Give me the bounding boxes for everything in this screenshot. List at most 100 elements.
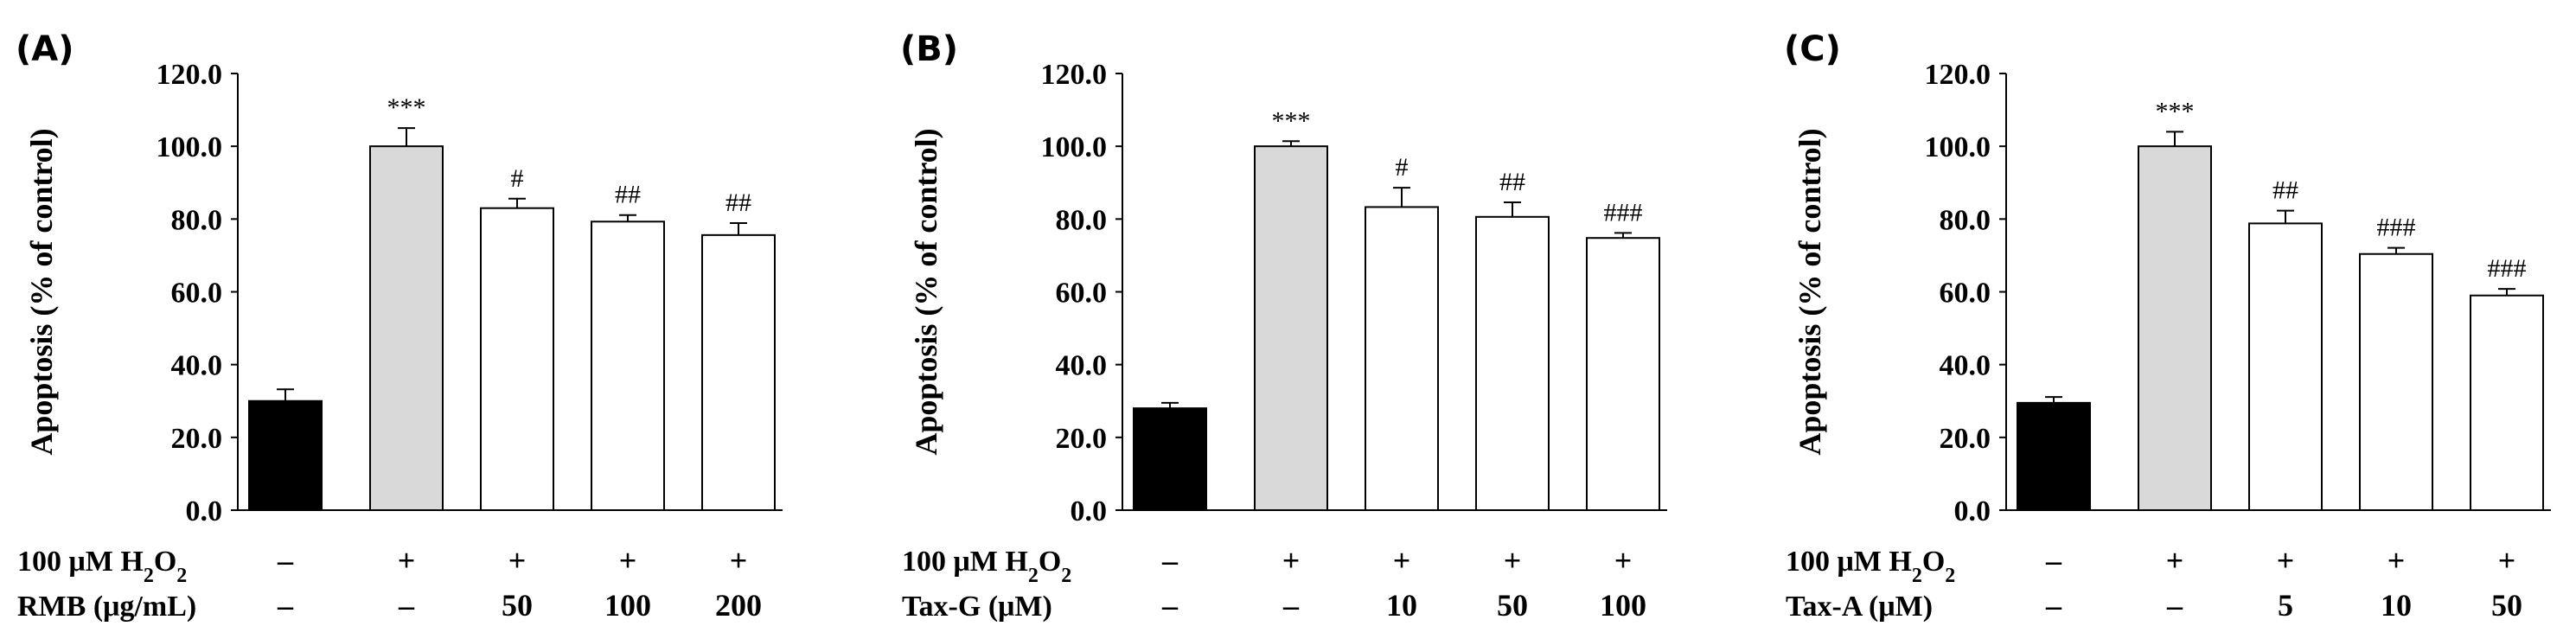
bar	[2248, 222, 2323, 511]
y-tick-label: 60.0	[1940, 278, 1991, 310]
y-tick-label: 120.0	[1925, 59, 1991, 91]
row-label-sub: 2	[144, 565, 154, 587]
y-tick-label: 0.0	[186, 495, 223, 527]
row-label-tail: O	[1922, 546, 1945, 578]
treatment-row-2-value: –	[2166, 588, 2183, 623]
row-label-sub2: 2	[176, 565, 187, 587]
panel-label: (B)	[900, 29, 958, 69]
treatment-row-2-value: 50	[2491, 588, 2522, 623]
treatment-row-2-value: –	[1282, 588, 1300, 623]
y-tick-label: 100.0	[1925, 131, 1991, 163]
treatment-row-2-label: Tax-G (μM)	[902, 591, 1052, 623]
treatment-row-2-value: 50	[1497, 588, 1528, 623]
bar	[248, 399, 323, 511]
bar	[2138, 145, 2212, 512]
bar	[2017, 401, 2091, 511]
significance-label: #	[511, 164, 524, 193]
treatment-row-2-value: –	[398, 588, 415, 623]
panel-label: (A)	[16, 29, 74, 69]
significance-label: ***	[2156, 97, 2195, 125]
chart-panel-2: (B) Apoptosis (% of control) 0.0 20.0 40.0 60…	[900, 29, 1667, 623]
treatment-row-1-value: +	[2166, 543, 2184, 578]
row-label-text: 100 μM H	[17, 546, 144, 578]
y-tick-label: 80.0	[171, 204, 223, 236]
row-label-text: 100 μM H	[902, 546, 1028, 578]
y-tick-label: 60.0	[171, 278, 223, 310]
treatment-row-2-label: Tax-A (μM)	[1786, 591, 1933, 623]
row-label-text: 100 μM H	[1786, 546, 1912, 578]
bar	[1586, 237, 1660, 511]
significance-label: #	[1396, 153, 1409, 182]
y-tick-label: 60.0	[1056, 278, 1108, 310]
row-label-tail: O	[1039, 546, 1061, 578]
bar	[480, 207, 554, 511]
treatment-row-2-value: 100	[604, 588, 651, 623]
bar	[1133, 407, 1207, 511]
y-axis-title: Apoptosis (% of control)	[1793, 128, 1827, 455]
significance-label: ###	[2377, 214, 2416, 242]
y-tick-label: 120.0	[1041, 59, 1108, 91]
row-label-sub: 2	[1912, 565, 1922, 587]
treatment-row-1-value: +	[1504, 543, 1522, 578]
significance-label: ###	[1604, 198, 1643, 227]
y-tick-label: 120.0	[157, 59, 223, 91]
treatment-row-1-value: +	[2277, 543, 2295, 578]
y-tick-label: 20.0	[1940, 423, 1991, 455]
treatment-row-2-value: 5	[2278, 588, 2293, 623]
significance-label: ##	[725, 189, 751, 217]
bar	[1254, 145, 1328, 512]
row-label-sub: 2	[1028, 565, 1039, 587]
row-label-sub2: 2	[1061, 565, 1071, 587]
y-axis-title: Apoptosis (% of control)	[909, 128, 943, 455]
treatment-row-2-value: –	[1161, 588, 1179, 623]
y-tick-label: 40.0	[171, 350, 223, 382]
treatment-row-1-value: +	[2498, 543, 2516, 578]
row-label-sub2: 2	[1945, 565, 1955, 587]
treatment-row-1-value: –	[2045, 543, 2062, 578]
y-tick-label: 0.0	[1071, 495, 1108, 527]
treatment-row-2-value: –	[277, 588, 294, 623]
treatment-row-1-value: +	[508, 543, 527, 578]
bar	[1475, 215, 1550, 512]
treatment-row-1-value: +	[2387, 543, 2406, 578]
y-tick-label: 20.0	[171, 423, 223, 455]
significance-label: ***	[1272, 106, 1311, 135]
treatment-row-1-label: 100 μM H2O2	[1786, 546, 1955, 587]
significance-label: ##	[1499, 168, 1525, 196]
y-axis-title: Apoptosis (% of control)	[24, 128, 59, 455]
treatment-row-2-value: 10	[1386, 588, 1417, 623]
y-tick-label: 20.0	[1056, 423, 1108, 455]
treatment-row-1-value: –	[1161, 543, 1179, 578]
bar	[2359, 252, 2433, 511]
treatment-row-2-value: 10	[2381, 588, 2412, 623]
bar	[701, 233, 776, 511]
y-tick-label: 80.0	[1940, 204, 1991, 236]
treatment-row-1-value: +	[398, 543, 416, 578]
treatment-row-1-value: +	[1614, 543, 1633, 578]
y-tick-label: 0.0	[1954, 495, 1991, 527]
treatment-row-2-label: RMB (μg/mL)	[17, 591, 196, 623]
significance-label: ##	[2272, 176, 2298, 205]
bar	[369, 145, 444, 512]
bar	[2470, 294, 2544, 512]
row-label-tail: O	[154, 546, 176, 578]
treatment-row-2-value: 50	[502, 588, 533, 623]
treatment-row-1-value: +	[1282, 543, 1301, 578]
treatment-row-1-label: 100 μM H2O2	[17, 546, 187, 587]
treatment-row-1-value: +	[730, 543, 748, 578]
y-tick-label: 100.0	[1041, 131, 1108, 163]
chart-panel-1: (A) Apoptosis (% of control) 0.0 20.0 40.0 60…	[16, 29, 783, 623]
treatment-row-1-value: +	[619, 543, 637, 578]
bar	[1365, 206, 1439, 511]
treatment-row-2-value: 100	[1600, 588, 1646, 623]
y-tick-label: 80.0	[1056, 204, 1108, 236]
y-tick-label: 40.0	[1940, 350, 1991, 382]
significance-label: ##	[615, 181, 641, 209]
significance-label: ***	[387, 93, 426, 122]
significance-label: ###	[2488, 254, 2527, 283]
treatment-row-1-value: +	[1393, 543, 1411, 578]
bar	[591, 220, 665, 511]
treatment-row-2-value: –	[2045, 588, 2062, 623]
chart-panel-3: (C) Apoptosis (% of control) 0.0 20.0 40.0 60…	[1784, 29, 2551, 623]
